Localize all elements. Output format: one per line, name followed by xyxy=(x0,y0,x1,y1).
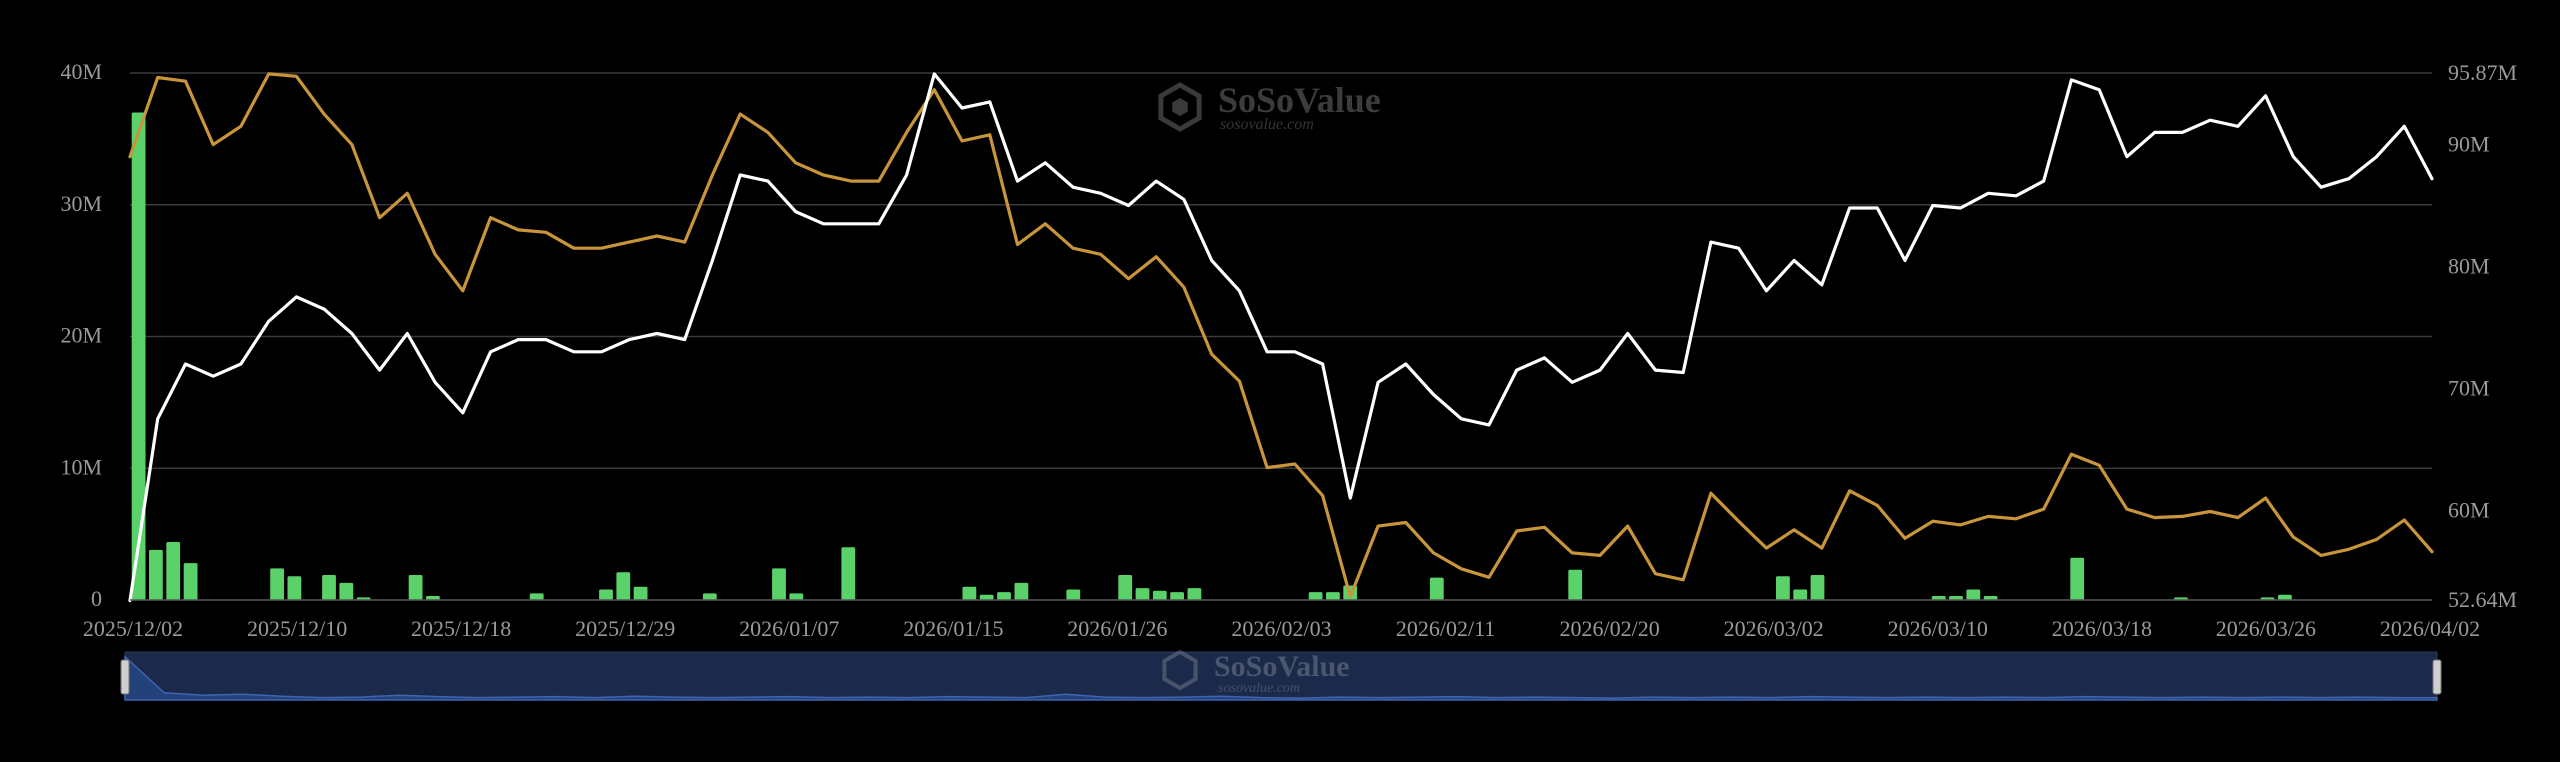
bar xyxy=(772,568,786,600)
bar xyxy=(2070,557,2085,600)
bar xyxy=(1931,596,1946,600)
bar xyxy=(1170,592,1184,600)
right-axis-tick-label: 90M xyxy=(2448,132,2490,157)
watermark-logo-core-icon xyxy=(1172,98,1188,116)
x-axis-tick-label: 2026/03/18 xyxy=(2052,616,2152,641)
right-axis-tick-label: 95.87M xyxy=(2448,60,2517,85)
left-axis-tick-label: 40M xyxy=(60,59,102,84)
bar xyxy=(1429,577,1444,600)
bar xyxy=(2278,594,2292,600)
bar xyxy=(131,112,146,600)
right-axis-tick-label: 60M xyxy=(2448,497,2490,522)
bar xyxy=(1118,575,1133,600)
bar xyxy=(408,575,423,600)
bar xyxy=(616,572,631,600)
bar xyxy=(702,593,717,600)
bar xyxy=(529,593,544,600)
series-line-gold xyxy=(128,72,2434,599)
bar xyxy=(979,594,994,600)
bar xyxy=(599,589,613,600)
right-axis-tick-label: 52.64M xyxy=(2448,587,2517,612)
navigator-left-handle[interactable] xyxy=(120,659,130,695)
x-axis-tick-label: 2025/12/18 xyxy=(411,616,511,641)
bar xyxy=(1152,590,1167,600)
bar xyxy=(1187,588,1202,600)
bar xyxy=(426,596,440,600)
bar xyxy=(1810,575,1825,600)
x-axis-tick-label: 2026/01/15 xyxy=(903,616,1003,641)
bar xyxy=(1776,576,1790,600)
bar xyxy=(841,547,856,600)
bar xyxy=(1568,569,1583,600)
bar xyxy=(322,575,336,600)
left-axis-tick-label: 20M xyxy=(60,323,102,348)
bar xyxy=(1014,582,1029,600)
bar xyxy=(339,582,354,600)
x-axis-tick-label: 2026/03/10 xyxy=(1888,616,1988,641)
bar xyxy=(1949,596,1963,600)
navigator-watermark-site: sosovalue.com xyxy=(1218,681,1300,696)
navigator-series xyxy=(124,655,2438,701)
x-axis-tick-label: 2025/12/10 xyxy=(247,616,347,641)
bar xyxy=(1326,592,1340,600)
bar xyxy=(1308,592,1323,600)
left-axis-tick-label: 10M xyxy=(60,454,102,479)
bar xyxy=(633,586,648,600)
bar xyxy=(183,563,198,600)
navigator-watermark-brand: SoSoValue xyxy=(1214,650,1350,683)
x-axis-tick-label: 2026/01/07 xyxy=(739,616,839,641)
bar xyxy=(962,586,977,600)
x-axis-tick-label: 2026/03/26 xyxy=(2216,616,2316,641)
x-axis-tick-label: 2025/12/02 xyxy=(83,616,183,641)
navigator-watermark-logo-icon xyxy=(1162,649,1198,691)
bar xyxy=(166,542,181,600)
bar xyxy=(287,576,302,600)
watermark-logo-icon xyxy=(1158,82,1202,132)
left-axis-tick-label: 30M xyxy=(60,191,102,216)
bar xyxy=(1793,589,1808,600)
x-axis-tick-label: 2026/03/02 xyxy=(1724,616,1824,641)
series-line-white xyxy=(128,72,2434,603)
x-axis-tick-label: 2026/04/02 xyxy=(2380,616,2480,641)
x-axis-tick-label: 2026/01/26 xyxy=(1067,616,1167,641)
bar xyxy=(997,592,1011,600)
watermark-site: sosovalue.com xyxy=(1220,116,1314,133)
right-axis-tick-label: 70M xyxy=(2448,375,2490,400)
x-axis-tick-label: 2026/02/11 xyxy=(1396,616,1495,641)
x-axis-tick-label: 2025/12/29 xyxy=(575,616,675,641)
x-axis-tick-label: 2026/02/03 xyxy=(1231,616,1331,641)
bar xyxy=(1066,589,1081,600)
left-axis-tick-label: 0 xyxy=(91,586,102,611)
x-axis-tick-label: 2026/02/20 xyxy=(1559,616,1659,641)
bar xyxy=(1135,588,1150,600)
bar xyxy=(270,568,284,600)
bar xyxy=(149,549,163,600)
bar xyxy=(789,593,804,600)
right-axis-tick-label: 80M xyxy=(2448,253,2490,278)
watermark-brand: SoSoValue xyxy=(1218,80,1381,120)
bar xyxy=(1966,589,1981,600)
navigator-right-handle[interactable] xyxy=(2432,659,2442,695)
bar xyxy=(1983,596,1998,600)
